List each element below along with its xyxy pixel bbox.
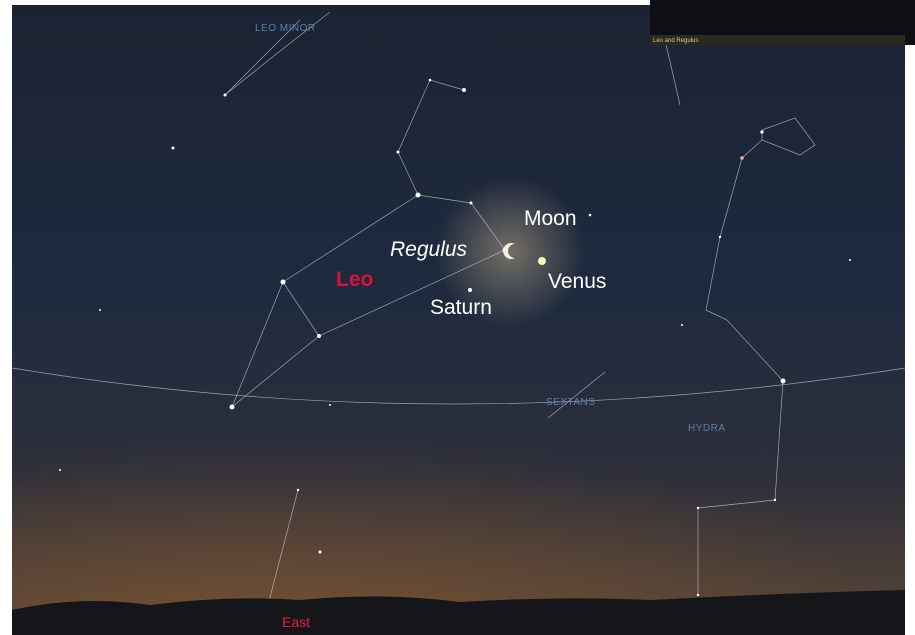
sky-chart: LEO MINOR Moon Regulus Leo Venus Saturn … bbox=[0, 0, 915, 635]
inset-caption: Leo and Regulus bbox=[653, 38, 698, 44]
constellation-label: HYDRA bbox=[688, 423, 726, 434]
constellation-label: LEO MINOR bbox=[255, 23, 316, 34]
object-label: Saturn bbox=[430, 296, 492, 319]
direction-label: East bbox=[282, 614, 310, 630]
object-label: Moon bbox=[524, 207, 577, 230]
constellation-label: SEXTANS bbox=[546, 397, 595, 408]
star-label: Regulus bbox=[390, 238, 468, 261]
twilight-glow bbox=[12, 350, 905, 635]
object-label: Venus bbox=[548, 270, 606, 293]
constellation-name: Leo bbox=[336, 268, 373, 291]
